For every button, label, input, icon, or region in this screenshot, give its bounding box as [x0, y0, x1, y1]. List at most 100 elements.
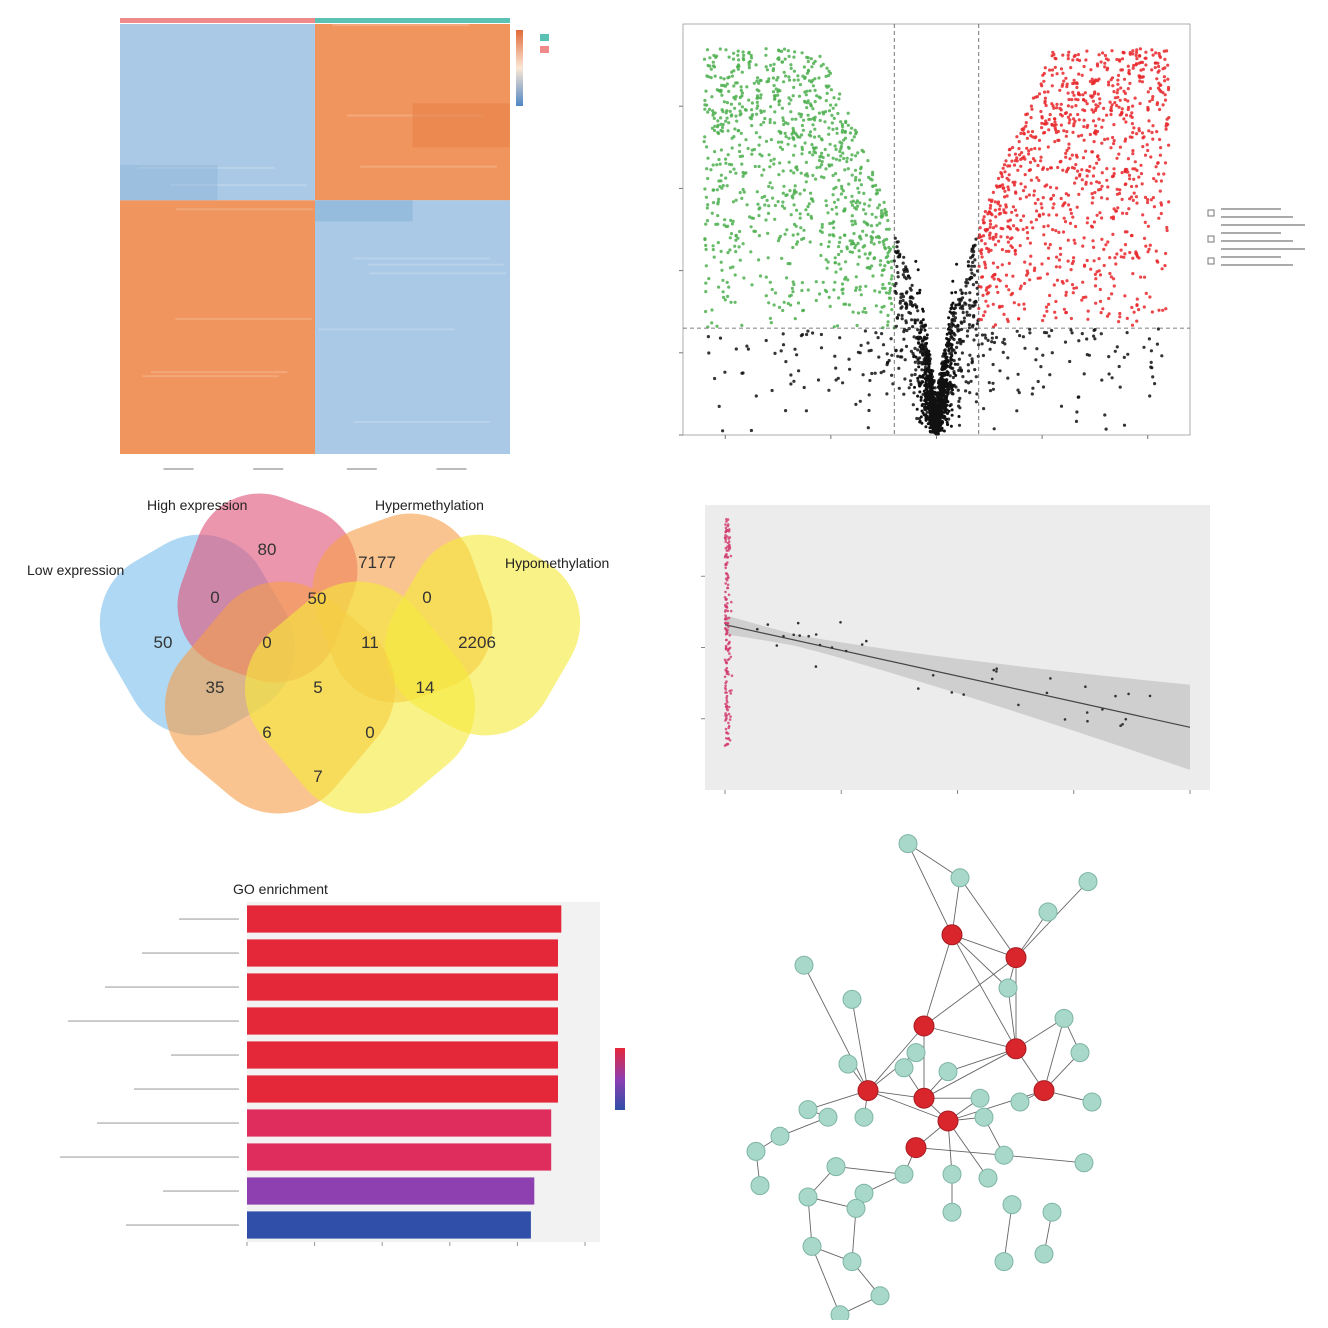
volcano-point [1016, 388, 1020, 392]
volcano-point [859, 237, 863, 241]
volcano-point [972, 249, 976, 254]
regression-point [724, 608, 727, 612]
network-node [994, 1145, 1014, 1165]
volcano-point [755, 106, 759, 110]
volcano-point [996, 290, 1000, 294]
venn-shapes [99, 493, 581, 814]
go-bar-term-label [171, 1054, 239, 1056]
volcano-point [892, 245, 896, 249]
volcano-point [927, 383, 931, 387]
volcano-point [846, 123, 850, 127]
volcano-point [1142, 275, 1147, 279]
volcano-point [769, 63, 773, 67]
volcano-point [1070, 153, 1074, 157]
volcano-point [785, 276, 789, 280]
volcano-point [1097, 257, 1101, 261]
volcano-point [806, 288, 810, 292]
volcano-point [1012, 183, 1016, 187]
volcano-point [792, 85, 796, 89]
volcano-point [753, 164, 757, 169]
volcano-point [1159, 203, 1164, 207]
volcano-point [1163, 161, 1168, 165]
volcano-point [902, 337, 906, 341]
volcano-point [918, 390, 922, 394]
regression-point [726, 545, 729, 548]
volcano-point [1115, 91, 1119, 95]
volcano-point [906, 274, 910, 278]
volcano-point [837, 245, 841, 249]
heatmap-block [120, 200, 315, 454]
volcano-point [918, 291, 921, 295]
volcano-point [981, 313, 986, 318]
volcano-point [919, 381, 923, 385]
volcano-point [1072, 286, 1076, 290]
volcano-point [819, 137, 824, 141]
volcano-point [806, 212, 810, 216]
volcano-point [722, 295, 726, 299]
volcano-point [765, 198, 769, 202]
volcano-point [739, 85, 743, 89]
volcano-point [907, 310, 911, 315]
volcano-point [931, 421, 935, 425]
volcano-point [736, 53, 740, 57]
volcano-point [1073, 181, 1077, 185]
volcano-point [1096, 79, 1100, 83]
volcano-point [993, 200, 997, 204]
volcano-point [1028, 160, 1033, 164]
regression-point [724, 686, 727, 690]
volcano-point [887, 227, 891, 231]
volcano-point [980, 275, 985, 279]
volcano-point [888, 289, 892, 293]
volcano-point [1149, 155, 1153, 159]
volcano-point [1099, 311, 1103, 315]
volcano-point [1015, 159, 1019, 163]
volcano-point [1045, 121, 1049, 125]
volcano-point [913, 321, 917, 325]
volcano-point [1076, 169, 1080, 173]
volcano-point [1132, 177, 1136, 181]
volcano-point [1051, 104, 1055, 108]
venn-count: 5 [313, 678, 322, 697]
volcano-point [989, 203, 993, 208]
network-hub-node [1033, 1080, 1055, 1102]
volcano-point [792, 69, 796, 73]
regression-point [726, 524, 730, 528]
volcano-point [955, 262, 959, 266]
volcano-legend [1207, 208, 1305, 266]
volcano-point [862, 191, 866, 195]
volcano-point [792, 203, 796, 207]
volcano-point [1116, 82, 1120, 86]
volcano-point [825, 91, 829, 95]
volcano-point [883, 286, 887, 290]
volcano-point [1068, 208, 1073, 212]
volcano-point [932, 410, 935, 413]
regression-point [726, 583, 730, 587]
volcano-point [1015, 329, 1019, 333]
volcano-point [716, 202, 720, 206]
volcano-point [740, 70, 744, 74]
volcano-point [1122, 423, 1127, 427]
volcano-point [730, 113, 734, 117]
volcano-point [1103, 137, 1107, 142]
volcano-point [1154, 165, 1158, 169]
volcano-point [750, 108, 754, 112]
volcano-point [1085, 353, 1089, 357]
volcano-point [924, 417, 928, 421]
volcano-point [1096, 154, 1100, 158]
regression-point [1045, 691, 1049, 695]
volcano-point [772, 162, 776, 166]
volcano-point [1135, 168, 1139, 172]
volcano-point [1065, 85, 1069, 89]
volcano-point [917, 365, 921, 369]
volcano-point [919, 343, 923, 347]
volcano-point [1131, 52, 1135, 56]
volcano-point [1062, 129, 1066, 133]
volcano-point [965, 334, 969, 338]
volcano-point [925, 333, 929, 337]
volcano-point [1117, 152, 1121, 156]
volcano-point [957, 423, 962, 427]
volcano-point [717, 179, 721, 183]
network-node [1070, 1043, 1090, 1063]
volcano-point [719, 148, 723, 152]
